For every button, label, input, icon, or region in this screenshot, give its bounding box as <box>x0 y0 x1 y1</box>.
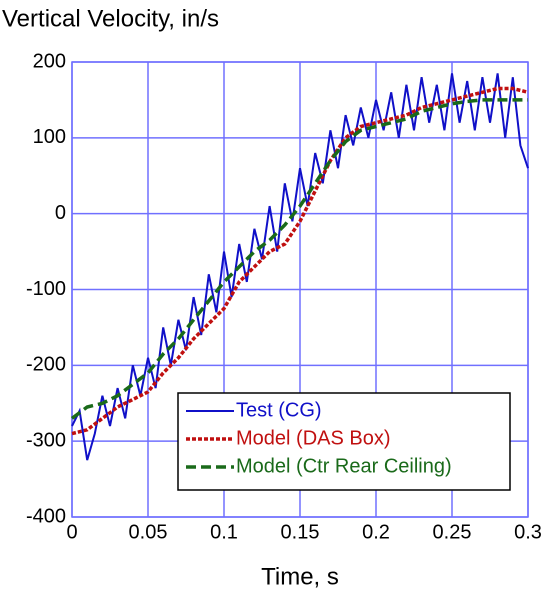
x-tick-label: 0.3 <box>514 521 542 543</box>
chart-title: Vertical Velocity, in/s <box>2 5 219 32</box>
y-tick-label: -400 <box>26 505 66 527</box>
x-tick-label: 0.25 <box>433 521 472 543</box>
legend-label: Test (CG) <box>236 399 322 421</box>
series-line <box>71 86 529 436</box>
y-tick-label: 0 <box>55 202 66 224</box>
legend-box <box>177 392 511 491</box>
y-tick-label: -200 <box>26 354 66 376</box>
y-tick-label: -300 <box>26 429 66 451</box>
legend-label: Model (DAS Box) <box>236 427 391 449</box>
x-tick-label: 0.15 <box>281 521 320 543</box>
plot-frame <box>71 61 529 518</box>
legend: Test (CG) Model (DAS Box) Model (Ctr Rear … <box>177 392 511 491</box>
x-tick-label: 0 <box>66 521 77 543</box>
legend-label: Model (Ctr Rear Ceiling) <box>236 455 452 477</box>
y-tick-label: 200 <box>33 50 66 72</box>
y-tick-label: -100 <box>26 278 66 300</box>
x-axis-label: Time, s <box>261 563 339 590</box>
x-tick-label: 0.05 <box>129 521 168 543</box>
series-line <box>70 98 528 420</box>
y-tick-label: 100 <box>33 126 66 148</box>
x-tick-label: 0.2 <box>362 521 390 543</box>
x-tick-label: 0.1 <box>210 521 238 543</box>
series-line <box>71 73 529 461</box>
